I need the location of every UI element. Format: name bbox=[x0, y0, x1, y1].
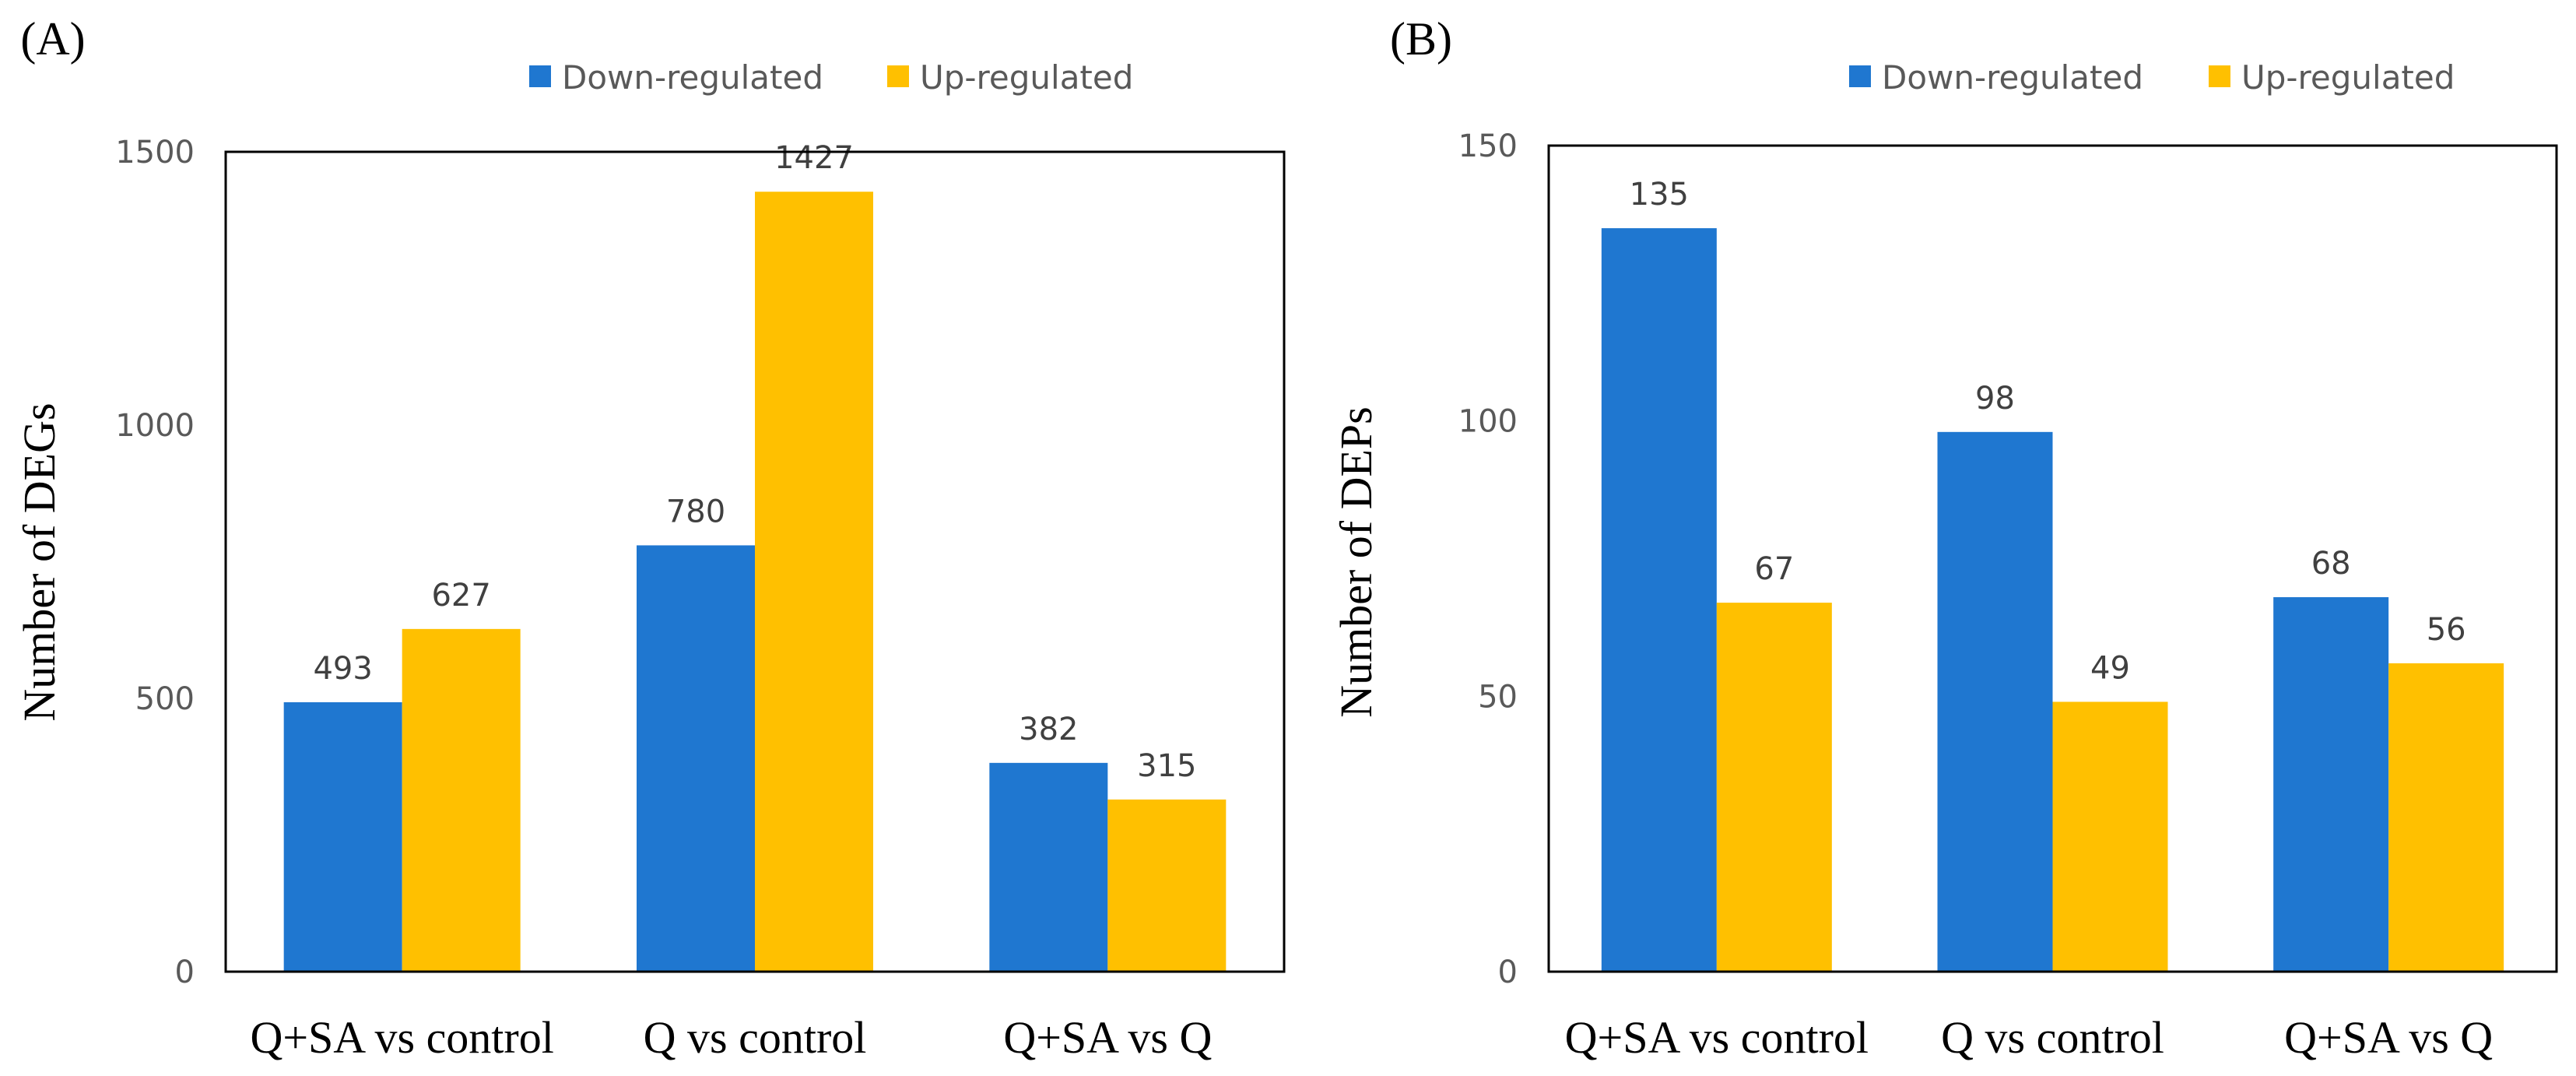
panel-a-y-tick-label: 500 bbox=[135, 681, 195, 717]
panel-b-plot-frame bbox=[1547, 144, 2558, 973]
panel-a-data-label: 1427 bbox=[774, 140, 854, 176]
panel-b-data-label: 67 bbox=[1754, 551, 1794, 587]
panel-b-y-tick-label: 100 bbox=[1458, 404, 1518, 440]
panel-a-bar-up bbox=[755, 192, 873, 972]
panel-b-data-label: 68 bbox=[2311, 546, 2351, 582]
panel-b-x-tick-label: Q+SA vs Q bbox=[2284, 1012, 2493, 1063]
panel-a-data-label: 780 bbox=[666, 494, 725, 529]
panel-b-data-label: 98 bbox=[1975, 381, 2015, 417]
panel-a-legend-label-up: Up-regulated bbox=[920, 58, 1133, 97]
panel-a-label: (A) bbox=[20, 13, 85, 65]
panel-a-data-label: 493 bbox=[313, 651, 372, 687]
panel-a-x-tick-label: Q+SA vs control bbox=[250, 1012, 553, 1063]
panel-b-legend-label-up: Up-regulated bbox=[2241, 58, 2455, 97]
panel-a-plot-frame bbox=[224, 150, 1286, 973]
panel-a-y-axis-title: Number of DEGs bbox=[14, 403, 65, 721]
panel-a-data-label: 315 bbox=[1137, 748, 1196, 784]
panel-a-y-tick-label: 1000 bbox=[115, 408, 195, 444]
panel-b-label: (B) bbox=[1390, 13, 1452, 65]
panel-b-bar-down bbox=[2273, 597, 2389, 972]
panel-b-data-label: 135 bbox=[1630, 177, 1689, 213]
panel-b-y-tick-label: 150 bbox=[1458, 128, 1518, 164]
panel-b-x-tick-label: Q vs control bbox=[1941, 1012, 2164, 1063]
panel-b-legend-label-down: Down-regulated bbox=[1882, 58, 2143, 97]
panel-b-legend-swatch-up bbox=[2209, 65, 2230, 87]
panel-b-y-tick-label: 50 bbox=[1478, 679, 1518, 715]
panel-a-x-tick-label: Q+SA vs Q bbox=[1003, 1012, 1212, 1063]
panel-b-bar-up bbox=[2052, 702, 2168, 972]
panel-b-legend-swatch-down bbox=[1849, 65, 1871, 87]
panel-a-x-tick-label: Q vs control bbox=[644, 1012, 867, 1063]
panel-b-data-label: 49 bbox=[2090, 650, 2130, 686]
panel-a-legend-label-down: Down-regulated bbox=[562, 58, 823, 97]
panel-a-y-tick-label: 0 bbox=[175, 955, 195, 990]
panel-a-bar-down bbox=[283, 702, 402, 972]
panel-a-bar-up bbox=[402, 628, 521, 972]
panel-b-bar-down bbox=[1937, 431, 2053, 972]
panel-b-y-axis-title: Number of DEPs bbox=[1331, 406, 1381, 718]
panel-a-legend-swatch-down bbox=[529, 65, 551, 87]
panel-a-data-label: 627 bbox=[431, 578, 490, 614]
panel-a-bar-down bbox=[989, 762, 1108, 972]
panel-a-data-label: 382 bbox=[1019, 712, 1078, 747]
panel-b-bar-up bbox=[2388, 663, 2504, 972]
panel-a-bar-up bbox=[1107, 799, 1227, 972]
panel-b-y-tick-label: 0 bbox=[1498, 955, 1518, 990]
panel-a-y-tick-label: 1500 bbox=[115, 135, 195, 171]
panel-b-x-tick-label: Q+SA vs control bbox=[1565, 1012, 1869, 1063]
panel-a-bar-down bbox=[637, 545, 755, 972]
panel-a-legend-swatch-up bbox=[887, 65, 909, 87]
panel-b-data-label: 56 bbox=[2427, 612, 2466, 648]
panel-b-bar-up bbox=[1716, 603, 1832, 972]
panel-b-bar-down bbox=[1601, 228, 1717, 972]
